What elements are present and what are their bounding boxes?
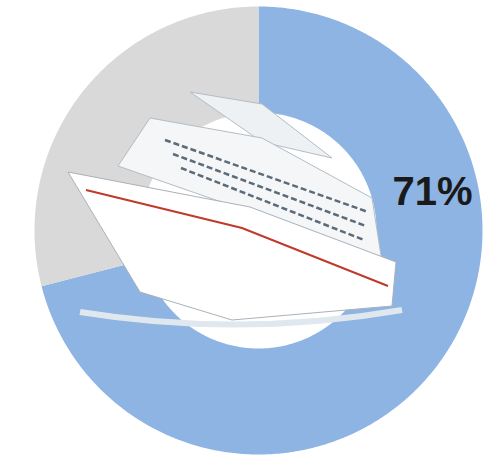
svg-text:71%: 71%	[392, 169, 472, 213]
